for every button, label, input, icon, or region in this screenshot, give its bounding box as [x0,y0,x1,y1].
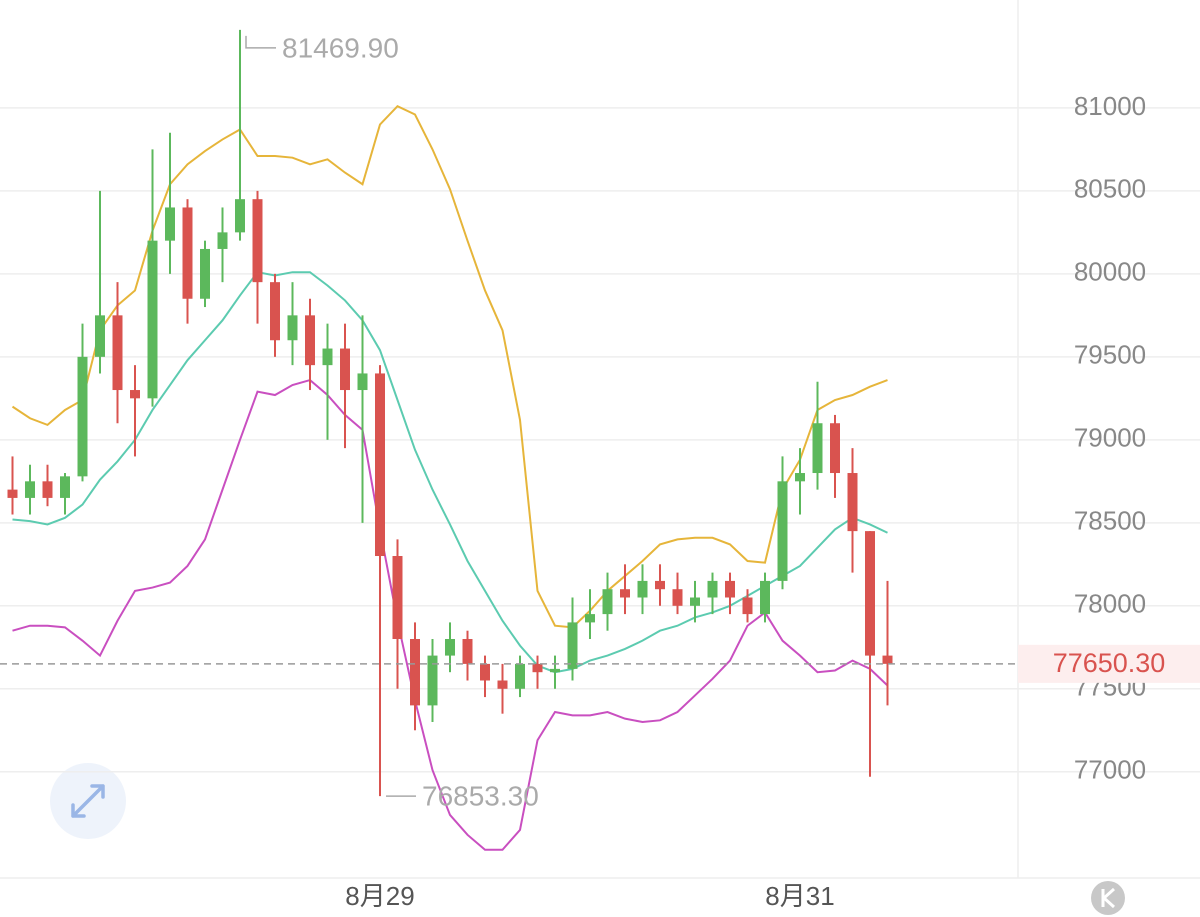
candle-body [795,473,805,482]
candle-body [112,315,123,391]
candle-body [60,476,70,498]
candle-body [480,663,490,681]
candle-body [777,481,788,581]
candle-body [497,680,508,689]
candle-body [550,668,560,673]
candle-body [182,207,193,299]
candle-body [322,348,333,366]
kline-icon [1101,887,1116,909]
candle-body [410,638,420,706]
min-label: 76853.30 [422,781,539,812]
y-tick-label: 78000 [1074,589,1146,619]
candle-body [637,580,648,598]
x-tick-label: 8月29 [345,881,414,911]
candle-body [585,614,595,623]
candle-body [375,373,385,557]
candle-body [287,315,298,341]
candle-body [532,663,543,673]
candle-body [830,423,840,474]
candle-body [707,580,718,598]
candle-body [462,638,473,664]
candle-body [340,348,350,391]
max-label: 81469.90 [282,32,399,63]
candle-body [252,199,263,283]
candle-body [602,589,613,615]
candle-body [690,597,700,606]
max-pointer [245,35,276,49]
y-tick-label: 77000 [1074,755,1146,785]
last-price-box [1018,644,1200,683]
candle-body [200,248,210,299]
band-line [12,271,888,674]
y-tick-label: 79000 [1074,423,1146,453]
candle-body [7,489,18,498]
candle-body [130,390,140,399]
candle-body [270,282,280,341]
band-line [12,378,889,851]
last-price-label: 77650.30 [1053,648,1166,678]
candle-body [305,315,315,366]
kline-button-bg [1091,881,1125,915]
kline-button[interactable] [1091,881,1125,915]
candle-body [25,481,35,498]
candle-body [672,589,683,606]
candle-body [42,481,53,498]
y-tick-label: 80000 [1074,257,1146,287]
candle-body [742,597,753,615]
candle-body [235,199,245,233]
candle-body [445,638,455,656]
candle-body [865,531,875,656]
candle-body [812,423,823,474]
candle-body [515,663,525,689]
candle-body [847,473,858,532]
candle-body [760,580,770,615]
y-tick-label: 80500 [1074,174,1146,204]
y-tick-label: 78500 [1074,506,1146,536]
candle-body [392,556,403,639]
y-tick-label: 81000 [1074,91,1146,121]
candle-body [147,240,158,399]
expand-button[interactable] [50,763,126,839]
candle-body [217,232,228,249]
x-tick-label: 8月31 [765,881,834,911]
y-tick-label: 79500 [1074,340,1146,370]
candle-body [95,315,105,357]
band-line [11,105,888,629]
candle-body [77,356,88,477]
candle-body [357,373,368,391]
candle-body [567,622,578,669]
plot-layer: 7700077500780007850079000795008000080500… [0,29,1200,911]
candle-body [620,589,630,598]
candle-body [725,580,735,598]
candle-body [655,580,665,590]
candle-body [165,207,175,241]
expand-icon [71,784,105,818]
candle-body [882,655,893,664]
candle-body [427,655,438,706]
